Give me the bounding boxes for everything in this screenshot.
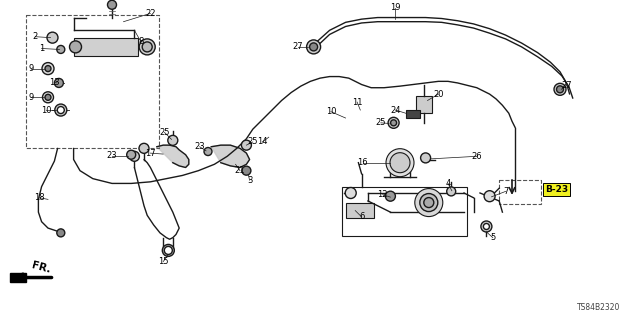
Text: FR.: FR. (31, 261, 52, 275)
Circle shape (484, 191, 495, 202)
Text: 4: 4 (445, 179, 451, 188)
Text: 24: 24 (390, 106, 401, 115)
Circle shape (168, 135, 178, 145)
Circle shape (142, 42, 152, 52)
Text: 13: 13 (49, 78, 60, 87)
Circle shape (58, 107, 64, 114)
Circle shape (140, 39, 156, 55)
Circle shape (47, 32, 58, 43)
Text: 11: 11 (352, 98, 362, 107)
Text: 23: 23 (107, 151, 117, 160)
Circle shape (163, 244, 174, 256)
Text: 15: 15 (158, 257, 168, 266)
Text: 26: 26 (472, 152, 482, 161)
Circle shape (447, 187, 456, 196)
Circle shape (164, 246, 172, 255)
Circle shape (420, 153, 431, 163)
Circle shape (554, 83, 566, 95)
Text: 5: 5 (490, 233, 495, 242)
Circle shape (424, 197, 434, 208)
Circle shape (57, 229, 65, 237)
Polygon shape (211, 145, 250, 167)
Text: 3: 3 (247, 176, 252, 185)
Text: 2: 2 (33, 32, 38, 41)
Text: 12: 12 (378, 190, 388, 199)
Circle shape (307, 40, 321, 54)
Text: 14: 14 (257, 137, 268, 146)
Circle shape (55, 104, 67, 116)
Text: 22: 22 (145, 9, 156, 18)
Bar (499, 180, 541, 204)
Text: 25: 25 (248, 137, 258, 146)
Circle shape (42, 63, 54, 75)
Text: 19: 19 (390, 4, 400, 12)
Text: 7: 7 (503, 187, 508, 196)
Text: 8: 8 (138, 37, 143, 46)
Bar (342, 187, 467, 236)
Text: 18: 18 (35, 193, 45, 202)
Circle shape (242, 166, 251, 175)
Polygon shape (157, 145, 189, 167)
Text: 27: 27 (292, 42, 303, 51)
Text: 17: 17 (145, 149, 156, 158)
Circle shape (385, 191, 396, 201)
Circle shape (127, 150, 136, 159)
Circle shape (415, 189, 443, 217)
Circle shape (45, 94, 51, 100)
Circle shape (57, 45, 65, 54)
Text: B-23: B-23 (545, 185, 568, 194)
Circle shape (310, 43, 317, 51)
Circle shape (481, 221, 492, 232)
Circle shape (42, 92, 54, 103)
Text: TS84B2320: TS84B2320 (577, 303, 621, 312)
Circle shape (139, 143, 149, 153)
Bar (74, 38, 138, 56)
Circle shape (241, 140, 252, 150)
Text: 1: 1 (39, 44, 44, 53)
Circle shape (345, 188, 356, 198)
Bar (406, 110, 420, 118)
Circle shape (108, 0, 116, 9)
Circle shape (45, 66, 51, 71)
Text: 25: 25 (159, 128, 170, 137)
Circle shape (54, 78, 63, 87)
Circle shape (386, 149, 414, 177)
Text: 10: 10 (326, 107, 336, 116)
Text: 16: 16 (358, 158, 368, 167)
Text: 25: 25 (376, 118, 386, 127)
Text: 23: 23 (195, 142, 205, 151)
Text: 10: 10 (41, 106, 51, 115)
Circle shape (420, 194, 438, 211)
Circle shape (129, 151, 140, 161)
Text: 21: 21 (235, 166, 245, 175)
Text: 6: 6 (359, 212, 364, 221)
Circle shape (70, 41, 81, 53)
Circle shape (390, 120, 397, 126)
Circle shape (557, 86, 563, 93)
Circle shape (390, 153, 410, 173)
Text: 9: 9 (28, 93, 33, 102)
Text: 27: 27 (561, 81, 572, 90)
Circle shape (388, 117, 399, 128)
Polygon shape (10, 273, 26, 282)
Bar (346, 203, 374, 218)
Text: 20: 20 (433, 90, 444, 99)
Circle shape (483, 224, 490, 229)
Text: 9: 9 (28, 64, 33, 73)
Bar (416, 96, 432, 113)
Circle shape (204, 147, 212, 156)
